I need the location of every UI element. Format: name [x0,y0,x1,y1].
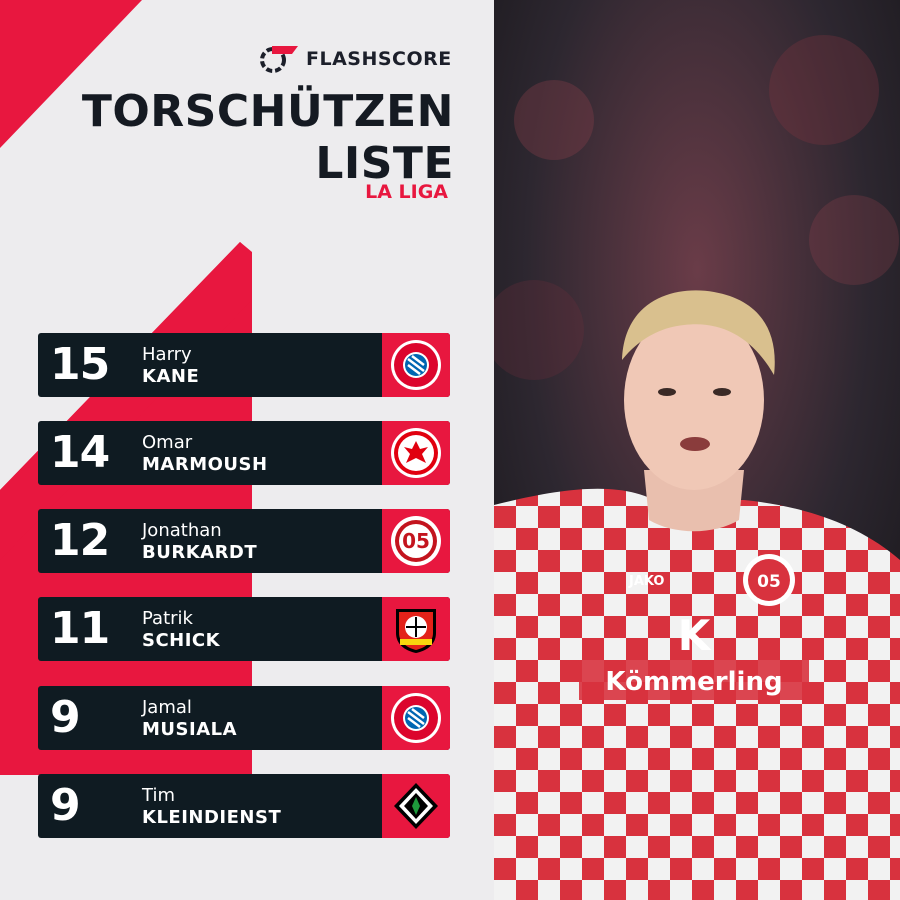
flashscore-logo-icon [260,46,298,73]
mainz-05-crest-icon: 05 [391,516,441,566]
player-last-name: MUSIALA [142,719,238,740]
list-item: 9 Jamal MUSIALA [38,686,450,750]
goals-count: 12 [50,515,110,566]
club-crest-box [382,774,450,838]
gladbach-crest-icon [394,783,438,829]
list-item: 9 Tim KLEINDIENST [38,774,450,838]
player-first-name: Tim [142,785,175,806]
player-last-name: MARMOUSH [142,454,268,475]
title-line-2: LISTE [315,138,454,189]
list-item: 14 Omar MARMOUSH [38,421,450,485]
page-title: TORSCHÜTZEN LISTE [82,86,454,190]
svg-text:JAKO: JAKO [628,574,664,589]
bayer-leverkusen-crest-icon [396,609,436,653]
player-first-name: Omar [142,432,193,453]
player-photo: Kömmerling JAKO 05 K [494,0,900,900]
bayern-munchen-crest-icon [391,693,441,743]
svg-text:Kömmerling: Kömmerling [605,667,782,697]
league-subtitle: LA LIGA [365,181,448,203]
eintracht-frankfurt-crest-icon [391,428,441,478]
title-line-1: TORSCHÜTZEN [81,86,454,137]
club-crest-box [382,421,450,485]
bayern-munchen-crest-icon [391,340,441,390]
list-item: 12 Jonathan BURKARDT 05 [38,509,450,573]
list-item: 11 Patrik SCHICK [38,597,450,661]
player-last-name: BURKARDT [142,542,258,563]
goals-count: 14 [50,427,110,478]
goals-count: 15 [50,339,110,390]
flashscore-logo: FLASHSCORE [258,44,452,74]
svg-text:K: K [678,611,712,660]
player-last-name: SCHICK [142,630,221,651]
player-first-name: Jamal [142,697,192,718]
goals-count: 9 [50,692,81,743]
player-last-name: KANE [142,366,200,387]
player-first-name: Jonathan [142,520,222,541]
goals-count: 11 [50,603,110,654]
player-first-name: Patrik [142,608,193,629]
goals-count: 9 [50,780,81,831]
club-crest-box: 05 [382,509,450,573]
club-crest-box [382,597,450,661]
brand-name: FLASHSCORE [306,48,452,70]
club-crest-box [382,333,450,397]
player-last-name: KLEINDIENST [142,807,282,828]
list-item: 15 Harry KANE [38,333,450,397]
svg-text:05: 05 [757,572,781,592]
player-first-name: Harry [142,344,192,365]
club-crest-box [382,686,450,750]
svg-text:05: 05 [402,529,430,553]
